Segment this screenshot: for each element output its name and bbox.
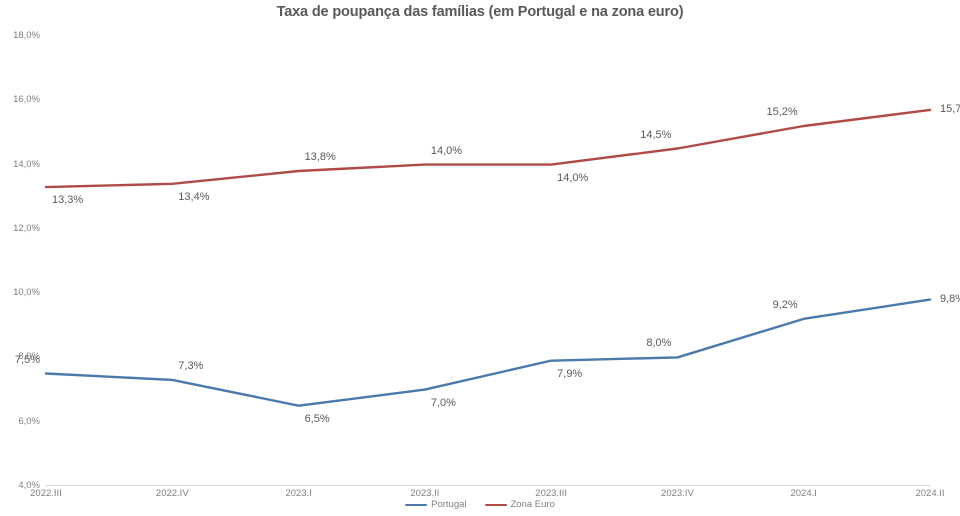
x-axis-tick-label: 2022.III — [30, 488, 62, 499]
legend-swatch-icon — [484, 503, 507, 507]
y-axis-tick-label: 4,0% — [18, 480, 40, 491]
data-point-label: 13,4% — [178, 190, 210, 203]
data-point-label: 7,0% — [430, 396, 456, 409]
legend-label: Zona Euro — [510, 499, 555, 510]
data-point-label: 14,0% — [430, 144, 463, 157]
x-axis-tick-label: 2022.IV — [155, 488, 189, 499]
y-axis-tick-label: 16,0% — [13, 94, 40, 106]
data-point-label: 14,5% — [640, 128, 672, 141]
x-axis-tick-label: 2023.I — [285, 488, 312, 499]
data-point-label: 9,8% — [940, 292, 960, 305]
data-point-label: 8,0% — [646, 337, 672, 350]
x-axis-tick-label: 2023.II — [410, 488, 440, 499]
x-axis-line — [46, 485, 930, 486]
legend-swatch-icon — [405, 503, 428, 507]
legend-label: Portugal — [431, 499, 467, 510]
x-axis-tick-label: 2023.III — [535, 488, 567, 499]
data-point-label: 14,0% — [557, 171, 589, 184]
series-line-zona-euro — [44, 108, 932, 189]
data-point-label: 7,3% — [178, 359, 204, 372]
data-point-label: 13,8% — [304, 151, 336, 163]
y-axis-tick-label: 18,0% — [13, 30, 40, 41]
y-axis-tick-label: 12,0% — [13, 222, 40, 234]
series-line-portugal — [44, 298, 932, 407]
data-point-label: 9,2% — [772, 298, 798, 311]
y-axis-tick-label: 10,0% — [13, 287, 40, 299]
data-point-label: 15,2% — [766, 106, 798, 118]
data-point-label: 15,7% — [940, 102, 960, 115]
x-axis-tick-label: 2024.I — [790, 488, 817, 499]
y-axis-tick-label: 8,0% — [18, 351, 40, 363]
data-point-label: 6,5% — [304, 412, 330, 425]
chart-title: Taxa de poupança das famílias (em Portug… — [276, 4, 684, 20]
data-point-label: 13,3% — [52, 194, 84, 207]
legend-item[interactable]: Zona Euro — [484, 499, 555, 510]
x-axis-tick-label: 2024.II — [915, 488, 945, 499]
data-point-label: 7,9% — [557, 367, 583, 380]
x-axis-tick-label: 2023.IV — [661, 488, 694, 499]
data-point-label: 7,5% — [14, 353, 40, 366]
y-axis-tick-label: 6,0% — [18, 415, 40, 427]
legend-item[interactable]: Portugal — [405, 499, 467, 510]
plot-area: 7,5% 7,3% 6,5% 7,0% 7,9% 8,0% 9,2% 9,8% 13,3% 13,… — [15, 36, 960, 486]
chart-legend: Portugal Zona Euro — [0, 500, 960, 510]
series-lines — [44, 108, 932, 407]
y-axis-tick-label: 14,0% — [13, 158, 40, 170]
